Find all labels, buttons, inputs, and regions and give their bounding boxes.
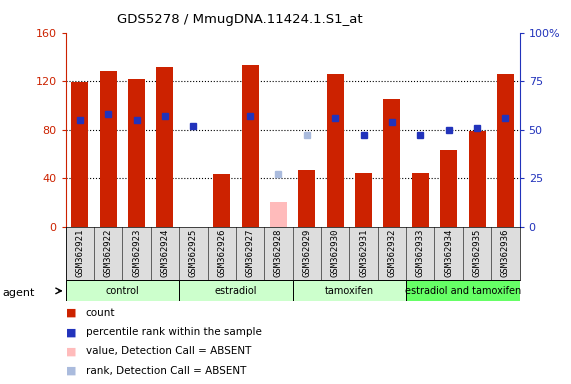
- Text: GSM362929: GSM362929: [302, 228, 311, 276]
- Text: ■: ■: [66, 366, 76, 376]
- Bar: [440, 150, 457, 227]
- Bar: [355, 173, 372, 227]
- Bar: [412, 173, 429, 227]
- Bar: [213, 174, 230, 227]
- Text: GSM362923: GSM362923: [132, 228, 141, 276]
- Text: GSM362925: GSM362925: [189, 228, 198, 276]
- Text: GSM362933: GSM362933: [416, 228, 425, 276]
- Bar: [293, 280, 406, 301]
- Text: GSM362930: GSM362930: [331, 228, 340, 276]
- Text: GSM362927: GSM362927: [246, 228, 255, 276]
- Text: percentile rank within the sample: percentile rank within the sample: [86, 327, 262, 337]
- Text: value, Detection Call = ABSENT: value, Detection Call = ABSENT: [86, 346, 251, 356]
- Text: estradiol: estradiol: [215, 286, 257, 296]
- Bar: [128, 79, 145, 227]
- Bar: [71, 82, 89, 227]
- Bar: [497, 74, 514, 227]
- Text: count: count: [86, 308, 115, 318]
- Text: ■: ■: [66, 346, 76, 356]
- Text: GDS5278 / MmugDNA.11424.1.S1_at: GDS5278 / MmugDNA.11424.1.S1_at: [117, 13, 363, 26]
- Text: ■: ■: [66, 327, 76, 337]
- Text: GSM362935: GSM362935: [473, 228, 481, 276]
- Bar: [327, 74, 344, 227]
- Text: GSM362932: GSM362932: [388, 228, 396, 276]
- Bar: [156, 66, 174, 227]
- Text: GSM362924: GSM362924: [160, 228, 170, 276]
- Bar: [242, 65, 259, 227]
- Text: GSM362926: GSM362926: [217, 228, 226, 276]
- Bar: [384, 99, 400, 227]
- Text: estradiol and tamoxifen: estradiol and tamoxifen: [405, 286, 521, 296]
- Text: GSM362921: GSM362921: [75, 228, 85, 276]
- Bar: [270, 202, 287, 227]
- Bar: [469, 131, 485, 227]
- Text: control: control: [106, 286, 139, 296]
- Text: GSM362931: GSM362931: [359, 228, 368, 276]
- Text: GSM362922: GSM362922: [104, 228, 112, 276]
- Text: GSM362934: GSM362934: [444, 228, 453, 276]
- Text: GSM362936: GSM362936: [501, 228, 510, 276]
- Bar: [406, 280, 520, 301]
- Bar: [298, 170, 315, 227]
- Bar: [100, 71, 116, 227]
- Text: agent: agent: [3, 288, 35, 298]
- Text: ■: ■: [66, 308, 76, 318]
- Text: rank, Detection Call = ABSENT: rank, Detection Call = ABSENT: [86, 366, 246, 376]
- Bar: [179, 280, 292, 301]
- Text: GSM362928: GSM362928: [274, 228, 283, 276]
- Bar: [66, 280, 179, 301]
- Text: tamoxifen: tamoxifen: [325, 286, 374, 296]
